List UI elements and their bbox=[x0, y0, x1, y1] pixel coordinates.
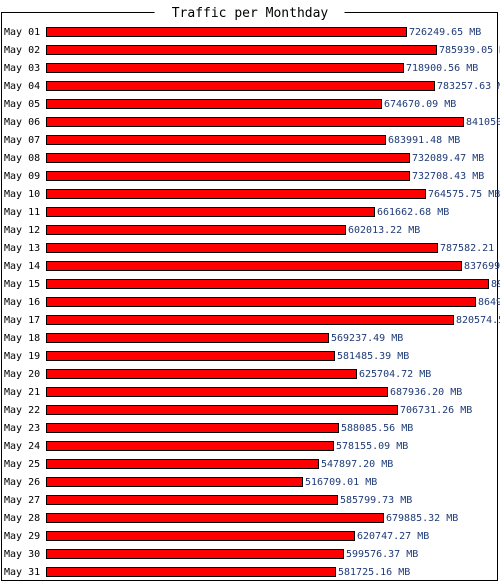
category-label: May 18 bbox=[4, 333, 40, 344]
value-label: 547897.20 MB bbox=[321, 459, 393, 470]
bar bbox=[46, 513, 384, 523]
bar bbox=[46, 207, 375, 217]
category-label: May 16 bbox=[4, 297, 40, 308]
category-label: May 31 bbox=[4, 567, 40, 578]
bar bbox=[46, 567, 336, 577]
bar bbox=[46, 27, 407, 37]
category-label: May 01 bbox=[4, 27, 40, 38]
category-label: May 03 bbox=[4, 63, 40, 74]
value-label: 732708.43 MB bbox=[412, 171, 484, 182]
value-label: 602013.22 MB bbox=[348, 225, 420, 236]
category-label: May 12 bbox=[4, 225, 40, 236]
bar bbox=[46, 369, 357, 379]
value-label: 891129.43 MB bbox=[491, 279, 500, 290]
bar bbox=[46, 459, 319, 469]
value-label: 864942.40 MB bbox=[478, 297, 500, 308]
category-label: May 21 bbox=[4, 387, 40, 398]
category-label: May 27 bbox=[4, 495, 40, 506]
category-label: May 10 bbox=[4, 189, 40, 200]
bar bbox=[46, 477, 303, 487]
category-label: May 29 bbox=[4, 531, 40, 542]
bar bbox=[46, 135, 386, 145]
value-label: 718900.56 MB bbox=[406, 63, 478, 74]
category-label: May 05 bbox=[4, 99, 40, 110]
bar bbox=[46, 441, 334, 451]
value-label: 679885.32 MB bbox=[386, 513, 458, 524]
category-label: May 13 bbox=[4, 243, 40, 254]
value-label: 674670.09 MB bbox=[384, 99, 456, 110]
value-label: 764575.75 MB bbox=[428, 189, 500, 200]
category-label: May 06 bbox=[4, 117, 40, 128]
bar bbox=[46, 99, 382, 109]
category-label: May 02 bbox=[4, 45, 40, 56]
bar bbox=[46, 387, 388, 397]
bar-series: May 01 726249.65 MB May 02 785939.05 MB May … bbox=[4, 27, 500, 578]
bar bbox=[46, 153, 410, 163]
bar bbox=[46, 315, 454, 325]
chart-frame bbox=[1, 12, 498, 581]
value-label: 599576.37 MB bbox=[346, 549, 418, 560]
category-label: May 17 bbox=[4, 315, 40, 326]
bar bbox=[46, 189, 426, 199]
bar bbox=[46, 261, 462, 271]
bar bbox=[46, 405, 398, 415]
category-label: May 15 bbox=[4, 279, 40, 290]
value-label: 820574.51 MB bbox=[456, 315, 500, 326]
value-label: 787582.21 MB bbox=[440, 243, 500, 254]
value-label: 837699.84 MB bbox=[464, 261, 500, 272]
category-label: May 28 bbox=[4, 513, 40, 524]
value-label: 585799.73 MB bbox=[340, 495, 412, 506]
bar bbox=[46, 63, 404, 73]
value-label: 683991.48 MB bbox=[388, 135, 460, 146]
value-label: 578155.09 MB bbox=[336, 441, 408, 452]
bar bbox=[46, 549, 344, 559]
category-label: May 08 bbox=[4, 153, 40, 164]
category-label: May 22 bbox=[4, 405, 40, 416]
value-label: 516709.01 MB bbox=[305, 477, 377, 488]
value-label: 620747.27 MB bbox=[357, 531, 429, 542]
value-label: 841050.66 MB bbox=[466, 117, 500, 128]
value-label: 569237.49 MB bbox=[331, 333, 403, 344]
value-label: 706731.26 MB bbox=[400, 405, 472, 416]
value-label: 588085.56 MB bbox=[341, 423, 413, 434]
bar bbox=[46, 423, 339, 433]
value-label: 785939.05 MB bbox=[439, 45, 500, 56]
bar bbox=[46, 495, 338, 505]
value-label: 661662.68 MB bbox=[377, 207, 449, 218]
bar bbox=[46, 225, 346, 235]
bar bbox=[46, 81, 435, 91]
bar bbox=[46, 171, 410, 181]
bar bbox=[46, 243, 438, 253]
value-label: 732089.47 MB bbox=[412, 153, 484, 164]
value-label: 581725.16 MB bbox=[338, 567, 410, 578]
category-label: May 19 bbox=[4, 351, 40, 362]
category-label: May 11 bbox=[4, 207, 40, 218]
bar bbox=[46, 297, 476, 307]
bar bbox=[46, 117, 464, 127]
value-label: 581485.39 MB bbox=[337, 351, 409, 362]
bar bbox=[46, 531, 355, 541]
bar bbox=[46, 333, 329, 343]
value-label: 687936.20 MB bbox=[390, 387, 462, 398]
category-label: May 25 bbox=[4, 459, 40, 470]
value-label: 726249.65 MB bbox=[409, 27, 481, 38]
category-label: May 23 bbox=[4, 423, 40, 434]
category-label: May 26 bbox=[4, 477, 40, 488]
bar bbox=[46, 279, 489, 289]
chart-title: Traffic per Monthday bbox=[172, 6, 329, 21]
category-label: May 20 bbox=[4, 369, 40, 380]
category-label: May 04 bbox=[4, 81, 40, 92]
category-label: May 30 bbox=[4, 549, 40, 560]
category-label: May 07 bbox=[4, 135, 40, 146]
bar bbox=[46, 45, 437, 55]
bar bbox=[46, 351, 335, 361]
value-label: 783257.63 MB bbox=[437, 81, 500, 92]
category-label: May 24 bbox=[4, 441, 40, 452]
value-label: 625704.72 MB bbox=[359, 369, 431, 380]
category-label: May 09 bbox=[4, 171, 40, 182]
category-label: May 14 bbox=[4, 261, 40, 272]
